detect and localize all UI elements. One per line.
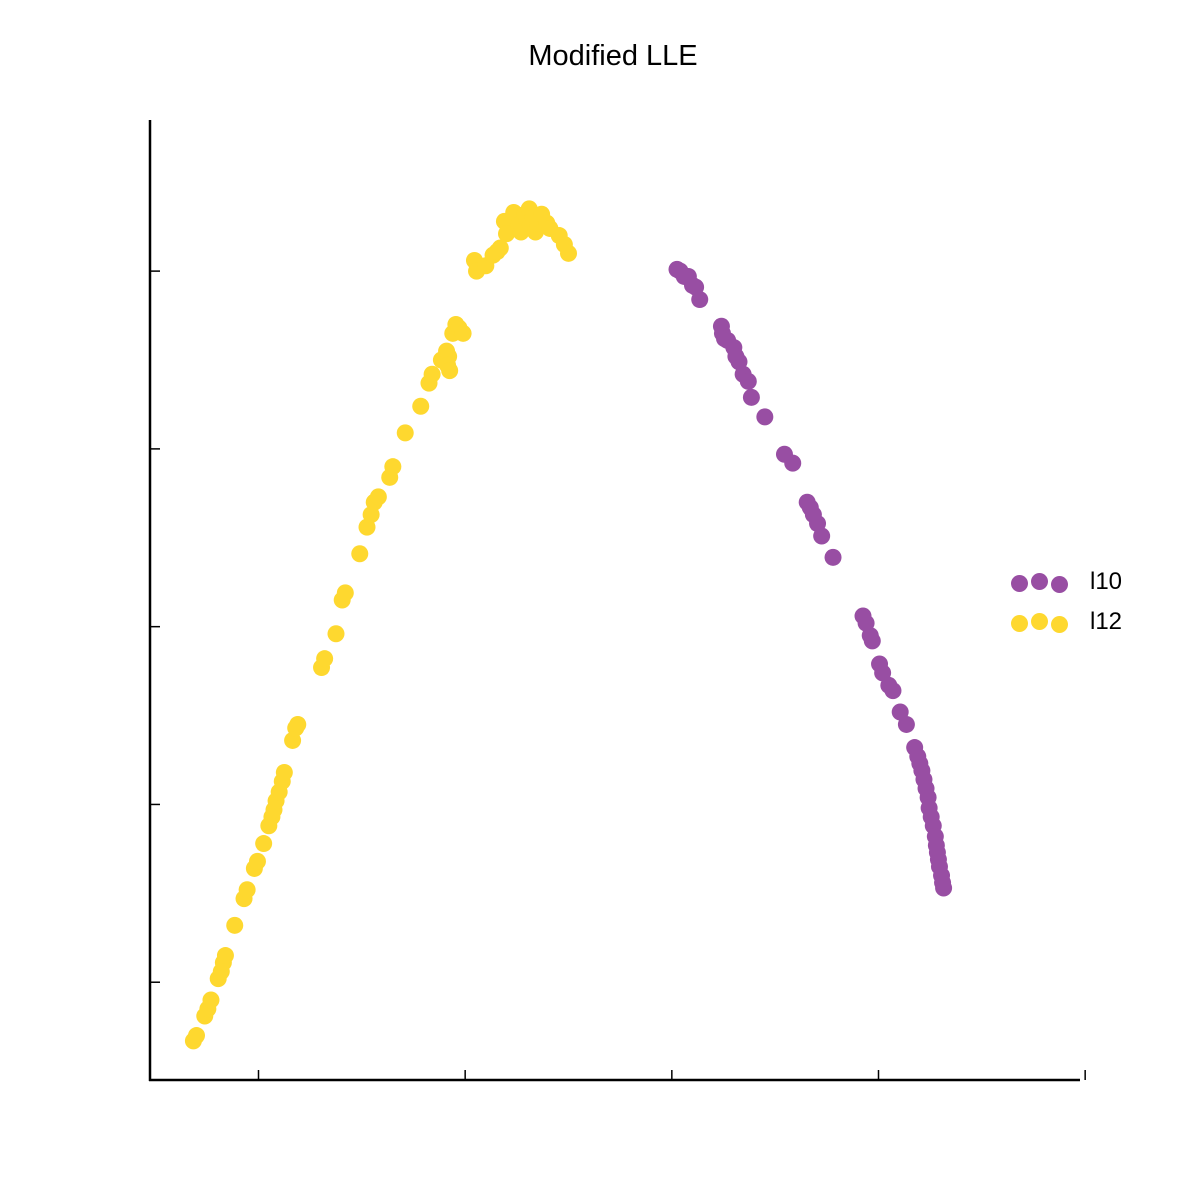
point-l12-8 — [216, 947, 234, 965]
point-l12-49 — [454, 324, 472, 342]
point-l12-1 — [188, 1027, 205, 1045]
legend: l10 l12 — [1008, 562, 1122, 642]
point-l10-15 — [739, 372, 757, 390]
point-l12-40 — [423, 365, 441, 383]
data-points — [184, 200, 953, 1050]
legend-item-l12: l12 — [1008, 602, 1122, 642]
point-l10-35 — [897, 715, 915, 733]
point-l10-53 — [935, 879, 953, 897]
point-l10-17 — [756, 408, 774, 426]
chart-title: Modified LLE — [528, 40, 698, 72]
point-l12-24 — [289, 715, 307, 733]
point-l12-9 — [226, 916, 244, 934]
legend-label-l12: l12 — [1090, 608, 1123, 635]
point-l12-73 — [560, 244, 577, 262]
point-l12-4 — [202, 991, 220, 1009]
point-l12-26 — [316, 650, 334, 668]
legend-marker-l12 — [1008, 610, 1070, 634]
point-l12-21 — [275, 763, 293, 781]
legend-item-l10: l10 — [1008, 562, 1122, 602]
point-l12-29 — [336, 584, 354, 602]
point-l12-55 — [491, 239, 509, 257]
point-l12-11 — [238, 881, 256, 899]
point-l12-36 — [384, 458, 402, 476]
point-l10-33 — [884, 682, 902, 700]
point-l12-14 — [255, 835, 273, 853]
legend-label-l10: l10 — [1090, 568, 1123, 595]
point-l10-19 — [784, 454, 802, 472]
point-l12-27 — [327, 625, 345, 643]
point-l12-13 — [248, 852, 266, 870]
point-l12-30 — [351, 545, 369, 563]
point-l10-6 — [691, 291, 709, 309]
point-l10-24 — [813, 527, 831, 545]
point-l10-29 — [863, 632, 881, 650]
point-l12-45 — [441, 362, 459, 380]
point-l10-25 — [824, 548, 842, 566]
point-l12-37 — [396, 424, 414, 442]
axes — [148, 120, 1086, 1082]
legend-marker-l10 — [1008, 570, 1070, 594]
point-l12-57 — [498, 225, 515, 243]
point-l12-34 — [369, 488, 387, 506]
point-l10-16 — [742, 388, 760, 406]
point-l12-38 — [412, 397, 430, 415]
